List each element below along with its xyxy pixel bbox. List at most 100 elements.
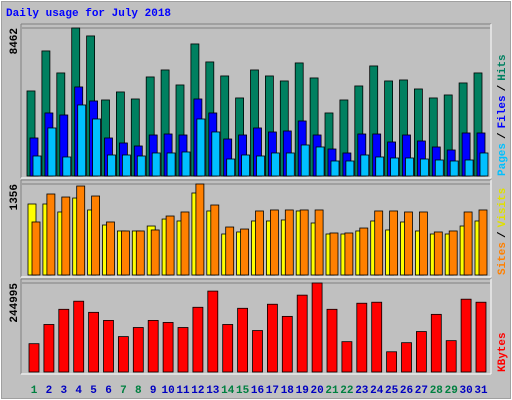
bar [430,313,442,373]
bar [479,152,489,177]
bar [389,210,399,276]
bar [478,209,488,276]
bar [177,327,189,373]
y-tick-label: 8462 [9,28,21,54]
x-tick-label: 3 [60,385,67,397]
bar [315,146,325,177]
bar [196,118,206,177]
bar [211,131,221,177]
bar [359,227,369,276]
bar [418,211,428,276]
bar [76,185,86,276]
bar [222,324,234,373]
bar [147,320,159,373]
bar [401,342,412,373]
y-tick-label: 1356 [9,184,21,210]
legend: Sites / Visits [497,188,509,275]
bar [330,160,340,177]
bar [165,215,175,276]
bar [31,221,41,276]
legend-entry: Files [497,95,509,128]
bar [225,226,235,276]
bar [329,232,339,276]
bar [415,331,427,373]
x-tick-label: 17 [266,385,279,397]
bar [269,209,279,276]
bar [226,158,236,177]
bar [180,211,190,276]
x-tick-label: 25 [385,385,399,397]
bar [356,302,368,373]
bar [121,230,130,276]
x-tick-label: 19 [296,385,309,397]
bar [32,155,42,177]
bar [300,144,310,177]
bar [107,154,116,177]
x-tick-label: 12 [191,385,204,397]
x-tick-label: 6 [105,385,112,397]
bar [299,209,309,276]
bar [92,118,101,177]
bar [386,351,398,373]
legend-separator: / [497,132,509,139]
bar [103,320,114,373]
x-tick-label: 28 [430,385,444,397]
x-tick-label: 1 [31,385,38,397]
bar [371,301,383,373]
legend-separator: / [497,84,509,91]
bar [252,330,263,373]
bar [270,152,280,177]
bar [132,327,144,373]
x-tick-label: 13 [206,385,220,397]
bar [207,290,219,373]
bar [285,152,295,177]
bar [58,308,70,373]
bar [195,183,205,276]
x-tick-label: 18 [281,385,295,397]
x-tick-label: 21 [325,385,339,397]
bar [241,154,251,177]
bar [266,303,278,373]
bar [151,152,161,177]
bar [360,154,370,177]
x-tick-label: 2 [46,385,53,397]
bar [240,228,250,276]
bar [136,155,146,177]
bar [77,104,87,177]
bar [106,221,115,276]
bar [47,127,57,177]
legend: KBytes [497,332,509,372]
legend-separator: / [497,231,509,238]
legend: Pages / Files / Hits [497,54,509,176]
bar [28,343,40,373]
bar [405,157,414,177]
legend-entry: Pages [497,143,509,176]
legend-entry: KBytes [497,332,509,372]
bar [166,152,176,177]
bar [404,211,413,276]
bar [434,159,444,177]
bar [341,341,353,373]
bar [46,193,56,276]
bar [433,231,443,276]
x-tick-label: 16 [251,385,264,397]
x-tick-label: 4 [75,385,82,397]
bar [419,158,429,177]
bar [162,322,174,373]
legend-entry: Hits [497,54,509,80]
bar [448,230,458,276]
legend-entry: Visits [497,188,509,228]
bar [135,230,145,276]
bar [345,160,355,177]
bar [460,298,472,373]
bar [255,210,264,276]
bar [445,340,457,373]
bar [192,306,204,373]
bar [344,232,354,276]
x-tick-label: 24 [370,385,384,397]
x-tick-label: 23 [355,385,369,397]
x-tick-label: 29 [445,385,458,397]
x-tick-label: 22 [340,385,353,397]
